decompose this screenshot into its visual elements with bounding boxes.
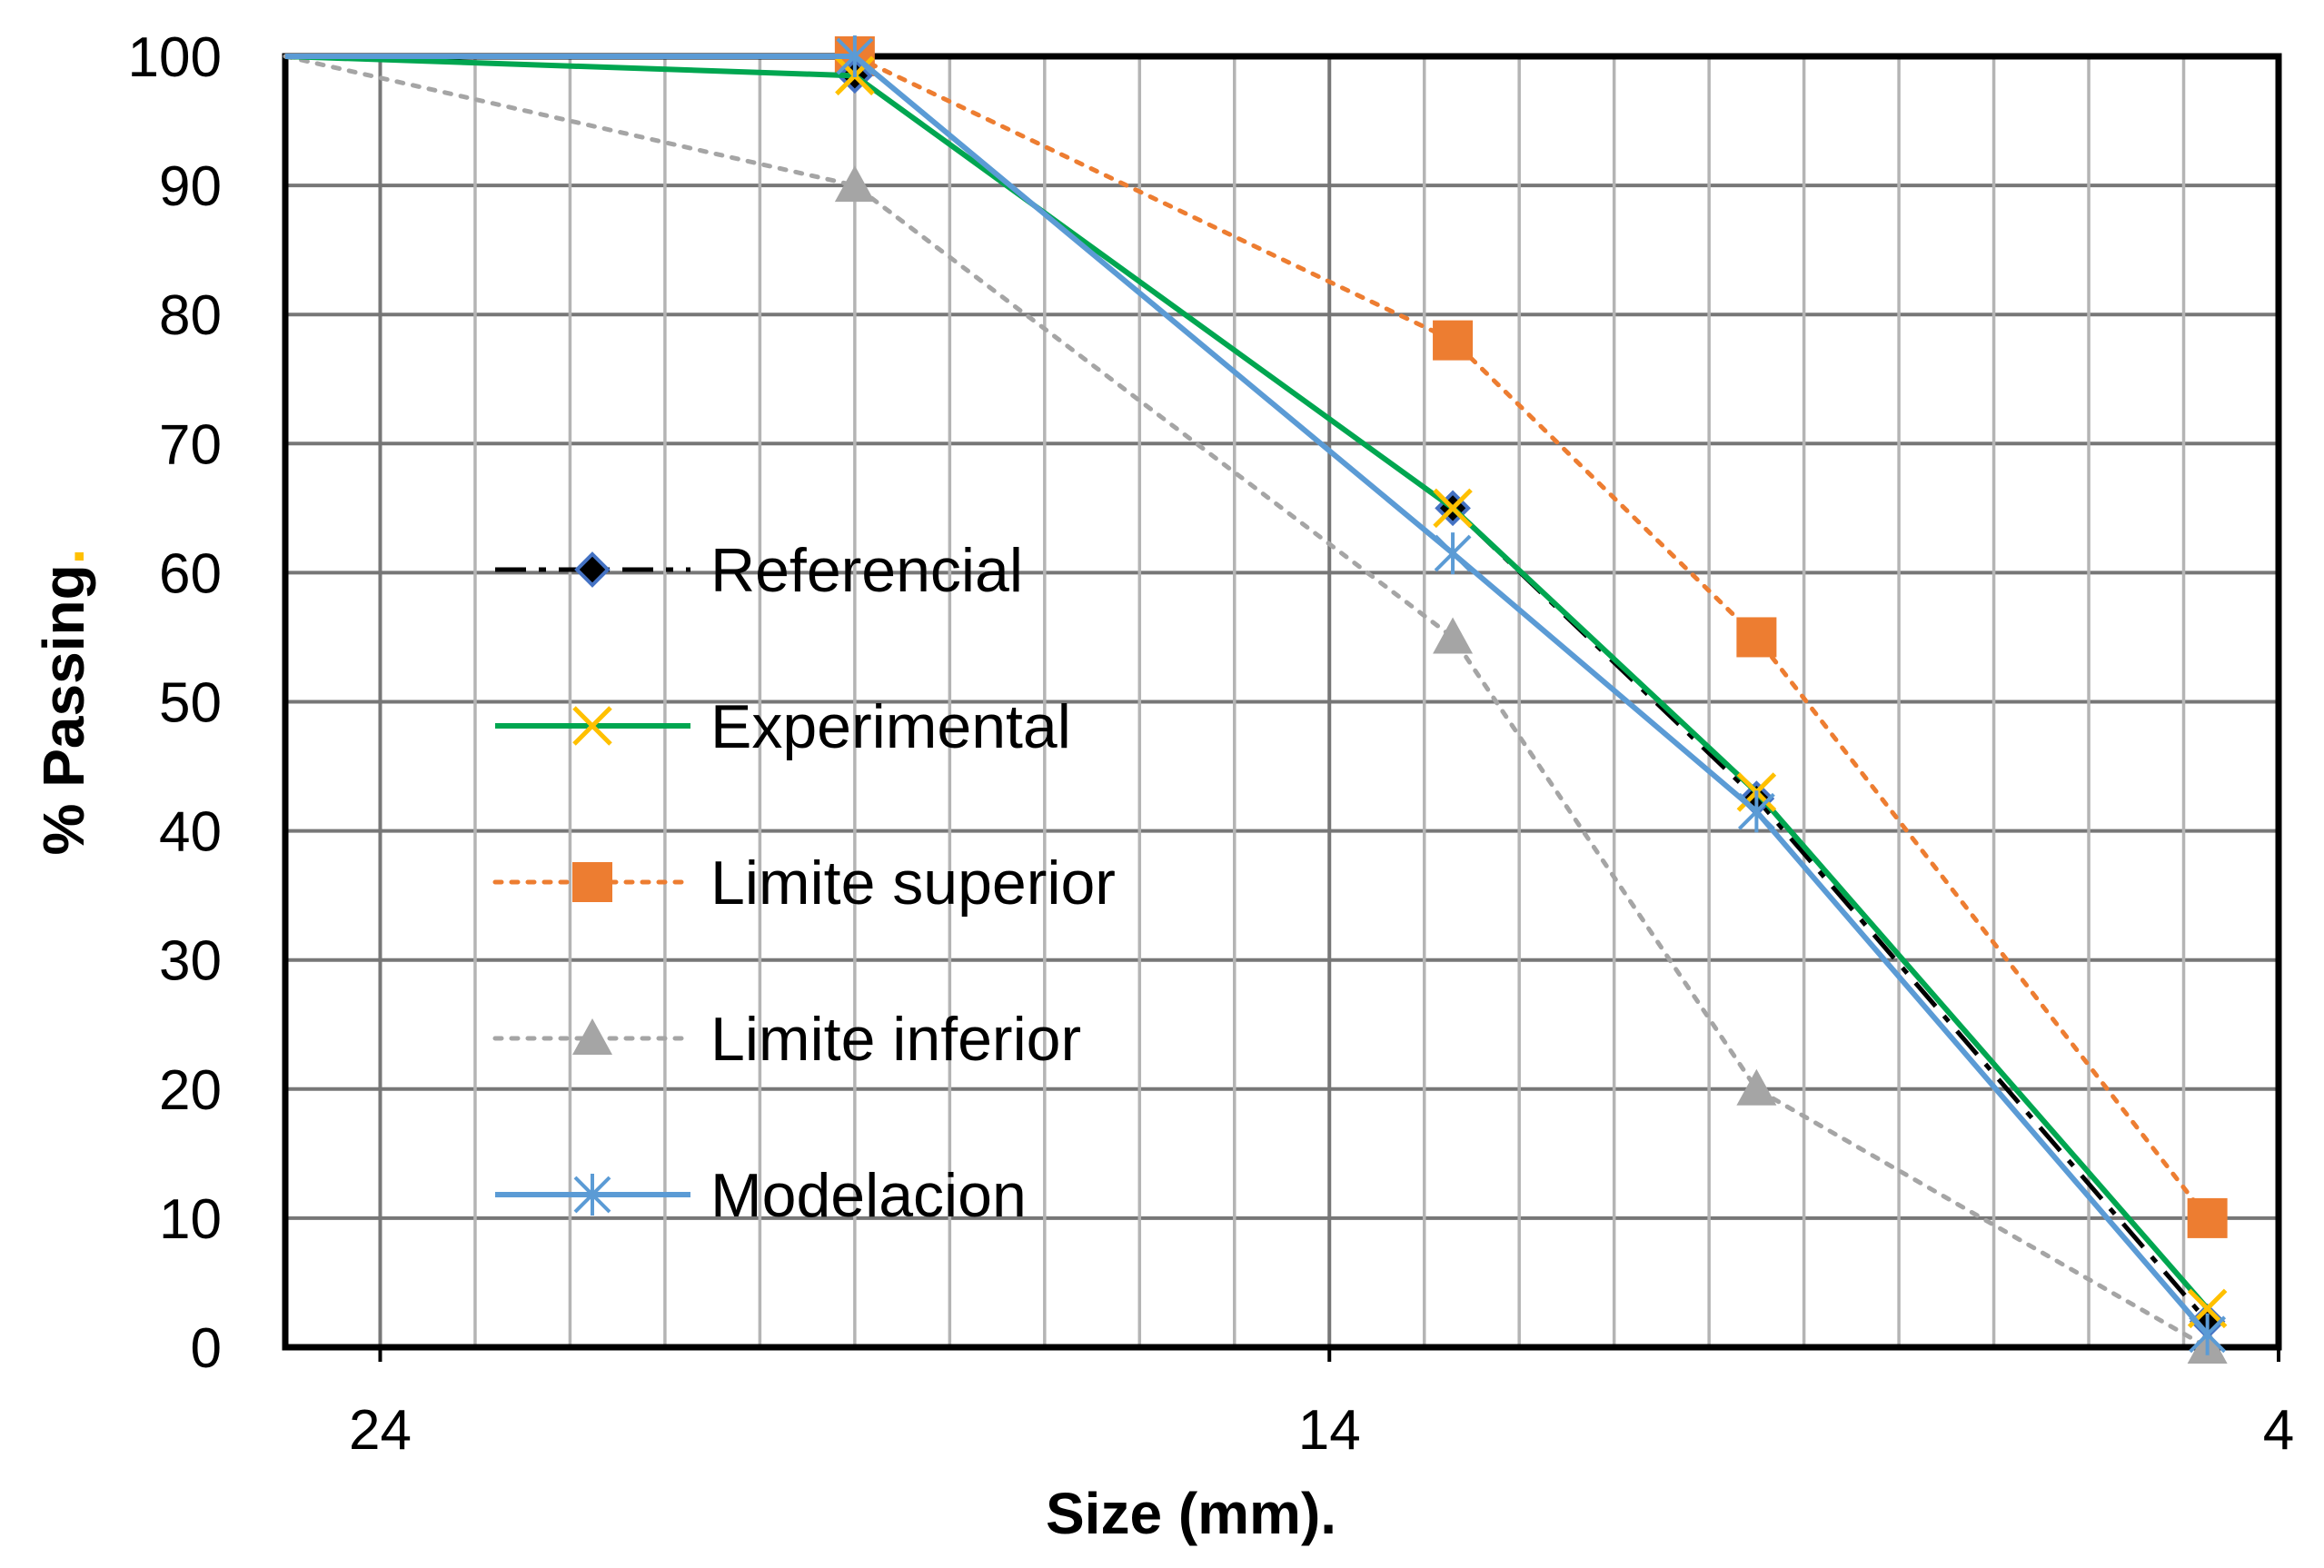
legend-marker-modelacion	[573, 1174, 611, 1216]
data-point-modelacion	[1737, 790, 1775, 833]
x-tick-label: 24	[349, 1399, 412, 1462]
marker-stroke	[572, 706, 612, 746]
y-tick-label: 80	[159, 284, 222, 347]
legend-item-limite-inferior: Limite inferior	[492, 1005, 1081, 1074]
marker-stroke	[1433, 488, 1473, 529]
legend-label-experimental: Experimental	[710, 692, 1071, 761]
series-modelacion	[285, 35, 2227, 1355]
series-line-limite-inferior	[283, 54, 2210, 1350]
series-layer	[283, 35, 2228, 1364]
y-tick-label: 10	[159, 1188, 222, 1251]
data-point-limite-superior	[1736, 617, 1777, 658]
data-point-experimental	[1433, 488, 1473, 529]
legend-marker-referencial	[574, 551, 611, 588]
legend-label-modelacion: Modelacion	[710, 1161, 1027, 1230]
data-point-modelacion	[836, 35, 874, 77]
legend-item-limite-superior: Limite superior	[492, 849, 1116, 918]
legend-marker-experimental	[572, 706, 612, 746]
legend: Referencial Experimental Limite superior Li…	[492, 536, 1116, 1230]
series-line-limite-superior	[852, 54, 2210, 1221]
data-point-limite-superior	[2187, 1197, 2228, 1238]
plot-frame	[282, 53, 2282, 1351]
legend-item-referencial: Referencial	[495, 536, 1023, 605]
y-tick-label: 100	[128, 26, 222, 89]
x-tick-label: 14	[1298, 1399, 1361, 1462]
x-axis-title: Size (mm).	[1046, 1481, 1336, 1546]
x-tick-labels: 24 14 4	[349, 1347, 2294, 1462]
y-axis-title-suffix: .	[31, 549, 96, 565]
y-tick-label: 0	[191, 1317, 222, 1380]
y-tick-label: 30	[159, 930, 222, 993]
data-point-modelacion	[1434, 532, 1472, 575]
legend-label-referencial: Referencial	[710, 536, 1023, 605]
legend-marker-limite-superior	[572, 862, 612, 902]
y-tick-label: 90	[159, 155, 222, 218]
legend-label-limite-inferior: Limite inferior	[710, 1005, 1081, 1074]
x-tick-label: 4	[2263, 1399, 2294, 1462]
data-point-modelacion	[2189, 1313, 2227, 1355]
grid	[283, 55, 2280, 1349]
y-tick-label: 50	[159, 672, 222, 735]
series-line-referencial	[284, 54, 2210, 1324]
data-point-limite-inferior	[1433, 617, 1474, 654]
y-axis-title-text: % Passing	[31, 564, 96, 855]
y-tick-label: 60	[159, 542, 222, 605]
y-tick-labels: 0 10 20 30 40 50 60 70 80 90 100	[128, 26, 222, 1380]
y-tick-label: 40	[159, 801, 222, 864]
series-line-experimental	[284, 54, 2210, 1311]
y-tick-label: 20	[159, 1059, 222, 1122]
legend-label-limite-superior: Limite superior	[710, 849, 1116, 918]
y-axis-title: % Passing.	[31, 549, 96, 856]
series-line-modelacion	[285, 54, 2210, 1336]
data-point-limite-superior	[1433, 320, 1474, 361]
legend-marker-limite-inferior	[572, 1018, 612, 1055]
legend-item-experimental: Experimental	[495, 692, 1071, 761]
legend-item-modelacion: Modelacion	[495, 1161, 1027, 1230]
data-point-limite-inferior	[1736, 1068, 1777, 1106]
y-tick-label: 70	[159, 413, 222, 476]
data-point-limite-inferior	[834, 165, 875, 203]
